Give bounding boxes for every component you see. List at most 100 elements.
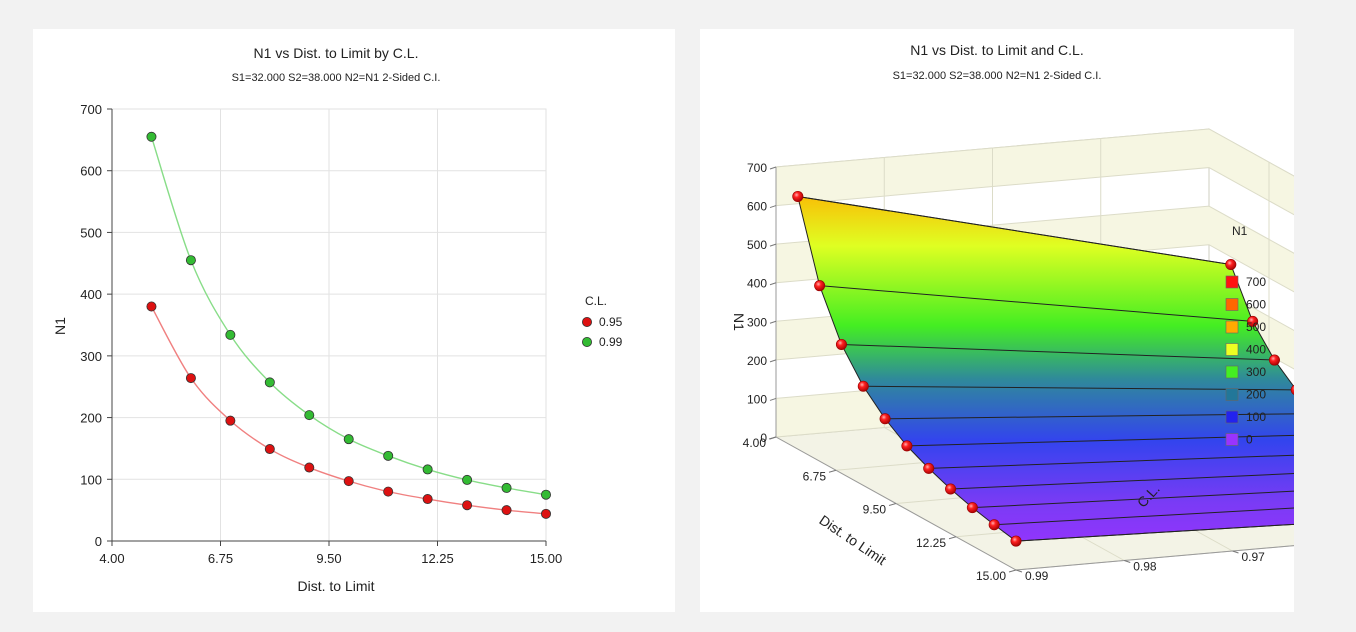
x-tick-mark — [948, 536, 957, 540]
y-tick-label: 700 — [80, 102, 102, 117]
data-point — [540, 508, 551, 519]
surface-mesh — [797, 195, 1294, 542]
surface-grid-line — [906, 434, 1294, 447]
y-tick-label: 300 — [80, 349, 102, 364]
surface-grid-line — [797, 195, 1231, 266]
line-chart: N1 vs Dist. to Limit by C.L. S1=32.000 S… — [52, 45, 623, 594]
data-point — [304, 410, 315, 421]
surface-grid-line — [972, 490, 1294, 509]
y-tick-label: 600 — [80, 164, 102, 179]
data-point — [501, 482, 512, 493]
data-point — [1010, 535, 1022, 547]
y-axis-label: N1 — [52, 317, 68, 335]
surface-chart: N1 vs Dist. to Limit and C.L. S1=32.000 … — [731, 42, 1294, 583]
z-axis-label: N1 — [731, 313, 747, 331]
legend-items: 0.95 0.99 — [582, 315, 623, 349]
z-tick-mark — [769, 205, 777, 209]
cl-tick-mark — [1015, 569, 1023, 573]
data-point — [835, 338, 847, 350]
legend-swatch — [1225, 365, 1239, 379]
data-point — [462, 500, 473, 511]
data-point — [383, 450, 394, 461]
chart-title: N1 vs Dist. to Limit by C.L. — [254, 45, 419, 61]
x-tick-label: 15.00 — [530, 551, 563, 566]
series-line — [150, 136, 547, 496]
legend-marker — [582, 316, 593, 327]
wall-band — [1209, 129, 1294, 215]
z-tick-label: 500 — [747, 238, 767, 252]
wall-band — [1209, 206, 1294, 292]
z-tick-label: 100 — [747, 392, 767, 406]
legend-label: 700 — [1246, 275, 1266, 289]
cl-tick-label: 0.99 — [1025, 569, 1049, 583]
surface-grid-line — [863, 385, 1294, 391]
data-point — [901, 440, 913, 452]
data-point — [225, 329, 236, 340]
wall-grid-line — [775, 167, 1294, 216]
data-point — [383, 486, 394, 497]
x-tick-label: 12.25 — [916, 536, 946, 550]
grid — [111, 108, 547, 542]
cl-tick-label: 0.97 — [1242, 550, 1266, 564]
z-tick-mark — [769, 320, 777, 324]
data-point — [1247, 315, 1259, 327]
z-tick-label: 400 — [747, 277, 767, 291]
legend-label: 0.99 — [599, 335, 623, 349]
data-point — [501, 505, 512, 516]
data-point — [304, 462, 315, 473]
legend-swatch — [1225, 343, 1239, 356]
surface-grid-line — [819, 285, 1253, 322]
x-axis-label: Dist. to Limit — [816, 512, 889, 568]
surface-grid-line — [928, 454, 1294, 469]
x-tick-label: 4.00 — [99, 551, 124, 566]
data-point — [923, 462, 935, 474]
y-tick-label: 0 — [95, 534, 102, 549]
surface-grid-line — [994, 507, 1294, 526]
data-point — [343, 434, 354, 445]
y-tick-label: 200 — [80, 411, 102, 426]
legend-label: 300 — [1246, 365, 1266, 379]
surface-grid-line — [950, 473, 1294, 490]
x-tick-label: 6.75 — [803, 469, 827, 483]
z-tick-label: 600 — [747, 200, 767, 214]
axes: 4.00 6.75 9.50 12.25 15.00 0 100 200 300 400 500 60… — [80, 102, 562, 566]
data-point — [857, 380, 869, 392]
data-point — [146, 131, 157, 142]
z-tick-label: 300 — [747, 315, 767, 329]
cl-tick-mark — [1232, 550, 1239, 554]
legend-label: 600 — [1246, 298, 1266, 312]
data-point — [792, 190, 804, 202]
data-point — [966, 502, 978, 514]
legend-items: 700 600 500 400 300 200 100 0 — [1225, 275, 1266, 447]
z-tick-mark — [769, 397, 777, 401]
x-tick-label: 6.75 — [208, 551, 233, 566]
data-point — [540, 489, 551, 500]
y-tick-label: 100 — [80, 472, 102, 487]
data-point — [422, 494, 433, 505]
legend-label: 200 — [1246, 388, 1266, 402]
surface-grid-line — [1015, 523, 1294, 542]
legend-title: N1 — [1232, 224, 1248, 238]
legend-swatch — [1225, 433, 1239, 446]
data-point — [422, 464, 433, 475]
z-tick-mark — [769, 282, 777, 286]
legend-swatch — [1225, 298, 1239, 311]
x-tick-mark — [828, 469, 837, 473]
data-point — [988, 519, 1000, 531]
surface-subtitle: S1=32.000 S2=38.000 N2=N1 2-Sided C.I. — [893, 70, 1102, 82]
series — [146, 131, 551, 519]
data-point — [264, 444, 275, 455]
cl-tick-label: 0.98 — [1133, 560, 1157, 574]
data-point — [264, 377, 275, 388]
legend-label: 0 — [1246, 433, 1253, 447]
z-tick-label: 700 — [747, 161, 767, 175]
x-axis-label: Dist. to Limit — [297, 578, 374, 594]
data-point — [945, 483, 957, 495]
x-tick-label: 12.25 — [421, 551, 454, 566]
y-tick-label: 500 — [80, 225, 102, 240]
x-tick-mark — [1008, 569, 1017, 573]
legend-marker — [582, 336, 593, 347]
data-point — [343, 476, 354, 487]
legend-swatch — [1225, 388, 1239, 401]
chart-subtitle: S1=32.000 S2=38.000 N2=N1 2-Sided C.I. — [232, 72, 441, 84]
